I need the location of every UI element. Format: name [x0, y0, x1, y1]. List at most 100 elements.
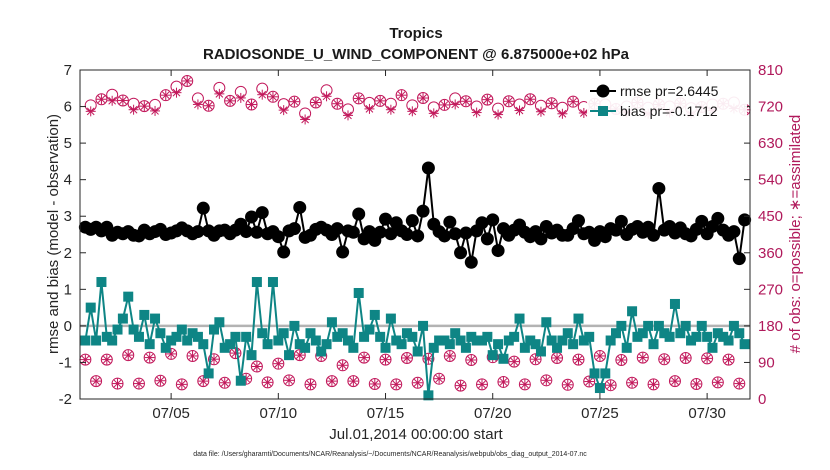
obs-assimilated-marker	[337, 360, 348, 371]
obs-possible-marker	[711, 376, 724, 389]
bias-point	[578, 335, 589, 346]
obs-assimilated-marker	[251, 361, 262, 372]
bias-point	[160, 342, 171, 353]
bias-point	[637, 328, 648, 339]
obs-possible-marker	[604, 379, 617, 392]
bias-point	[380, 342, 391, 353]
obs-possible-marker	[132, 377, 145, 390]
bias-point	[364, 324, 375, 335]
legend-bias-label: bias pr=-0.1712	[620, 103, 718, 119]
obs-assimilated-marker	[530, 354, 541, 365]
obs-assimilated-marker	[182, 75, 193, 86]
y-right-tick-label: 810	[758, 62, 783, 79]
obs-assimilated-marker	[343, 110, 353, 121]
obs-possible-marker	[181, 74, 194, 87]
y-tick-label: 0	[64, 318, 72, 335]
bias-point	[128, 324, 139, 335]
obs-possible-marker	[417, 92, 430, 105]
obs-assimilated-marker	[482, 94, 493, 105]
bias-point	[80, 335, 91, 346]
bias-point	[257, 328, 268, 339]
bias-point	[541, 317, 552, 328]
bias-point	[503, 335, 514, 346]
rmse-point	[245, 210, 259, 224]
rmse-point	[411, 229, 425, 243]
obs-assimilated-marker	[321, 91, 332, 102]
rmse-point	[293, 200, 307, 214]
bias-point	[712, 328, 723, 339]
y-right-tick-label: 270	[758, 281, 783, 298]
obs-assimilated-marker	[348, 376, 359, 387]
bias-point	[278, 328, 289, 339]
legend-background	[587, 81, 747, 123]
bias-point	[525, 335, 536, 346]
obs-possible-marker	[379, 353, 392, 366]
obs-assimilated-marker	[691, 378, 702, 389]
bias-point	[509, 331, 520, 342]
bias-point	[262, 339, 273, 350]
obs-possible-marker	[309, 96, 322, 109]
rmse-point	[346, 225, 360, 239]
rmse-point	[191, 225, 205, 239]
obs-assimilated-marker	[535, 106, 546, 117]
obs-assimilated-marker	[391, 379, 402, 390]
rmse-point	[695, 214, 709, 228]
bias-point	[385, 313, 396, 324]
obs-possible-marker	[283, 374, 296, 387]
y-axis-label: rmse and bias (model - observation)	[45, 114, 62, 354]
bias-point	[359, 331, 370, 342]
bias-point	[686, 335, 697, 346]
rmse-point	[437, 229, 451, 243]
obs-possible-marker	[722, 353, 735, 366]
obs-possible-marker	[433, 372, 446, 385]
bias-point	[718, 331, 729, 342]
rmse-point	[196, 201, 210, 215]
obs-possible-marker	[518, 378, 531, 391]
bias-point	[310, 335, 321, 346]
obs-possible-marker	[304, 378, 317, 391]
obs-possible-marker	[502, 95, 515, 108]
rmse-point	[416, 204, 430, 218]
obs-possible-marker	[668, 375, 681, 388]
bias-point	[535, 346, 546, 357]
obs-possible-marker	[508, 355, 521, 368]
obs-assimilated-marker	[91, 376, 102, 387]
obs-assimilated-marker	[117, 95, 128, 106]
obs-assimilated-marker	[584, 376, 595, 387]
legend-rmse-label: rmse pr=2.6445	[620, 83, 719, 99]
obs-assimilated-marker	[455, 380, 466, 391]
bias-point	[691, 331, 702, 342]
bias-point	[112, 324, 123, 335]
bias-point	[675, 328, 686, 339]
rmse-point	[239, 225, 253, 239]
bias-point	[594, 383, 605, 394]
obs-assimilated-marker	[246, 99, 257, 110]
obs-assimilated-marker	[669, 376, 680, 387]
bias-point	[273, 335, 284, 346]
obs-possible-marker	[331, 97, 344, 110]
obs-assimilated-marker	[498, 376, 509, 387]
obs-possible-marker	[438, 98, 451, 111]
bias-point	[166, 335, 177, 346]
obs-assimilated-marker	[85, 106, 96, 117]
bias-point	[85, 302, 96, 313]
bias-point	[267, 277, 278, 288]
obs-assimilated-marker	[439, 99, 450, 110]
obs-assimilated-marker	[401, 352, 412, 363]
obs-possible-marker	[250, 360, 263, 373]
obs-possible-marker	[400, 351, 413, 364]
obs-assimilated-marker	[648, 379, 659, 390]
obs-possible-marker	[143, 351, 156, 364]
bias-point	[562, 328, 573, 339]
obs-possible-marker	[567, 95, 580, 108]
bias-point	[214, 317, 225, 328]
bias-point	[396, 339, 407, 350]
bias-point	[605, 335, 616, 346]
rmse-point	[421, 161, 435, 175]
obs-assimilated-marker	[96, 94, 107, 105]
bias-point	[723, 335, 734, 346]
obs-assimilated-marker	[273, 358, 284, 369]
y-tick-labels: -2 -1 0 1 2 3 4 5 6 7	[59, 62, 72, 408]
rmse-point	[271, 230, 285, 244]
